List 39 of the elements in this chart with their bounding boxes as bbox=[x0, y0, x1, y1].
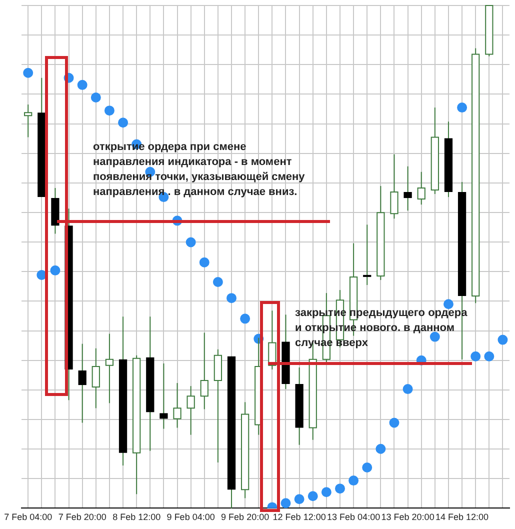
point bbox=[199, 257, 210, 268]
point bbox=[23, 68, 34, 78]
point bbox=[389, 418, 400, 428]
point bbox=[294, 494, 304, 504]
point bbox=[457, 102, 468, 113]
point bbox=[402, 384, 413, 394]
point bbox=[240, 314, 250, 324]
candlestick bbox=[160, 362, 168, 430]
point bbox=[50, 265, 60, 276]
candlestick bbox=[363, 224, 372, 286]
point bbox=[484, 351, 494, 362]
x-tick-label: 9 Feb 04:00 bbox=[166, 512, 215, 522]
point bbox=[212, 276, 223, 287]
x-tick-label: 13 Feb 20:00 bbox=[381, 512, 434, 522]
point bbox=[90, 92, 101, 102]
point bbox=[348, 476, 359, 486]
point bbox=[321, 487, 332, 498]
point bbox=[443, 299, 454, 310]
point bbox=[77, 80, 88, 90]
point bbox=[280, 498, 291, 508]
point bbox=[104, 106, 114, 116]
point bbox=[118, 118, 128, 128]
point bbox=[226, 293, 237, 304]
x-tick-label: 7 Feb 04:00 bbox=[4, 512, 52, 522]
candlestick bbox=[404, 166, 412, 212]
x-tick-label: 7 Feb 20:00 bbox=[58, 512, 106, 522]
point bbox=[470, 351, 481, 362]
point bbox=[362, 462, 372, 472]
point bbox=[498, 334, 508, 345]
point bbox=[186, 237, 196, 248]
x-tick-label: 14 Feb 12:00 bbox=[436, 512, 489, 522]
point bbox=[334, 484, 345, 494]
candlestick bbox=[78, 343, 86, 424]
x-tick-label: 9 Feb 20:00 bbox=[221, 512, 270, 522]
point bbox=[308, 491, 318, 502]
x-tick-label: 13 Feb 04:00 bbox=[327, 512, 380, 522]
point bbox=[376, 444, 386, 454]
x-tick-label: 8 Feb 12:00 bbox=[112, 512, 161, 522]
x-tick-label: 12 Feb 12:00 bbox=[272, 512, 326, 522]
